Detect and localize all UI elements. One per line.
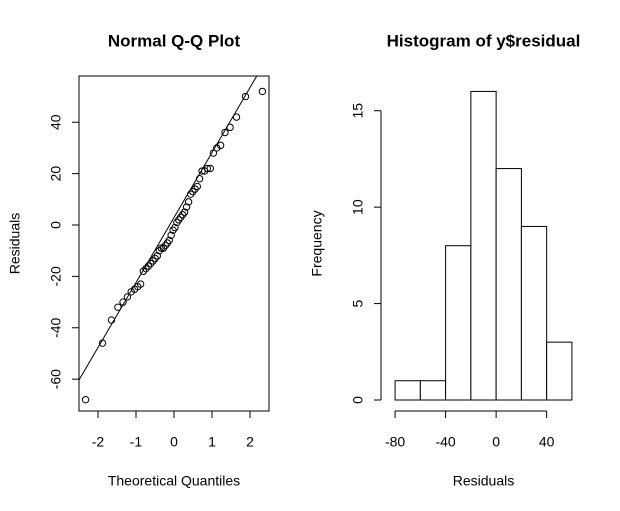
y-tick-label: 20 <box>48 166 64 182</box>
point <box>213 144 221 152</box>
y-axis-label: Frequency <box>309 210 325 276</box>
x-axis-label: Residuals <box>453 473 514 489</box>
point <box>107 316 116 324</box>
y-axis-label: Residuals <box>7 213 23 274</box>
point <box>180 208 189 216</box>
bar <box>419 380 447 401</box>
point <box>114 303 122 311</box>
point <box>209 149 218 157</box>
point <box>153 252 161 260</box>
point <box>241 92 250 101</box>
x-tick-label: 0 <box>492 434 500 450</box>
point <box>81 395 90 404</box>
y-tick-label: 0 <box>350 396 366 404</box>
x-tick-label: -40 <box>435 434 455 450</box>
point <box>193 182 201 191</box>
bar <box>546 341 573 401</box>
y-tick-label: 40 <box>48 114 64 130</box>
bar <box>445 245 472 401</box>
point <box>216 141 225 150</box>
point <box>232 113 241 121</box>
point <box>189 187 197 196</box>
x-tick-label: -80 <box>385 434 405 450</box>
x-axis-label: Theoretical Quantiles <box>108 473 240 489</box>
point <box>139 267 148 275</box>
point <box>136 280 145 288</box>
point <box>149 257 157 265</box>
x-tick-label: -2 <box>92 434 105 450</box>
bar <box>470 90 497 401</box>
point <box>119 298 127 306</box>
x-tick-label: 40 <box>539 434 555 450</box>
point <box>165 236 173 245</box>
point <box>157 244 166 252</box>
point <box>142 264 150 273</box>
point <box>191 185 199 193</box>
plot-box <box>78 75 270 412</box>
chart-title: Histogram of y$residual <box>387 31 581 50</box>
x-tick-label: -1 <box>130 434 143 450</box>
point <box>184 198 193 206</box>
y-tick-label: 15 <box>350 103 366 119</box>
y-tick-label: 0 <box>48 221 64 229</box>
y-tick-label: -60 <box>48 369 64 389</box>
point <box>221 128 229 137</box>
point <box>195 175 204 183</box>
bar <box>520 225 548 401</box>
bar <box>495 168 522 401</box>
qq-line <box>79 76 258 381</box>
y-tick-label: -20 <box>48 266 64 286</box>
point <box>206 164 214 173</box>
point <box>144 262 153 270</box>
point <box>171 223 179 232</box>
point <box>98 339 107 347</box>
x-tick-label: 1 <box>208 434 216 450</box>
y-tick-label: -40 <box>48 317 64 337</box>
point <box>147 259 155 268</box>
bar <box>394 380 421 401</box>
point <box>182 203 191 211</box>
point <box>258 87 267 96</box>
x-tick-label: 2 <box>246 434 254 450</box>
point <box>167 231 175 239</box>
chart-title: Normal Q-Q Plot <box>108 31 241 50</box>
point <box>226 123 234 132</box>
point <box>123 293 132 301</box>
point <box>203 164 212 173</box>
y-tick-label: 10 <box>350 199 366 215</box>
y-tick-label: 5 <box>350 299 366 307</box>
x-tick-label: 0 <box>170 434 178 450</box>
